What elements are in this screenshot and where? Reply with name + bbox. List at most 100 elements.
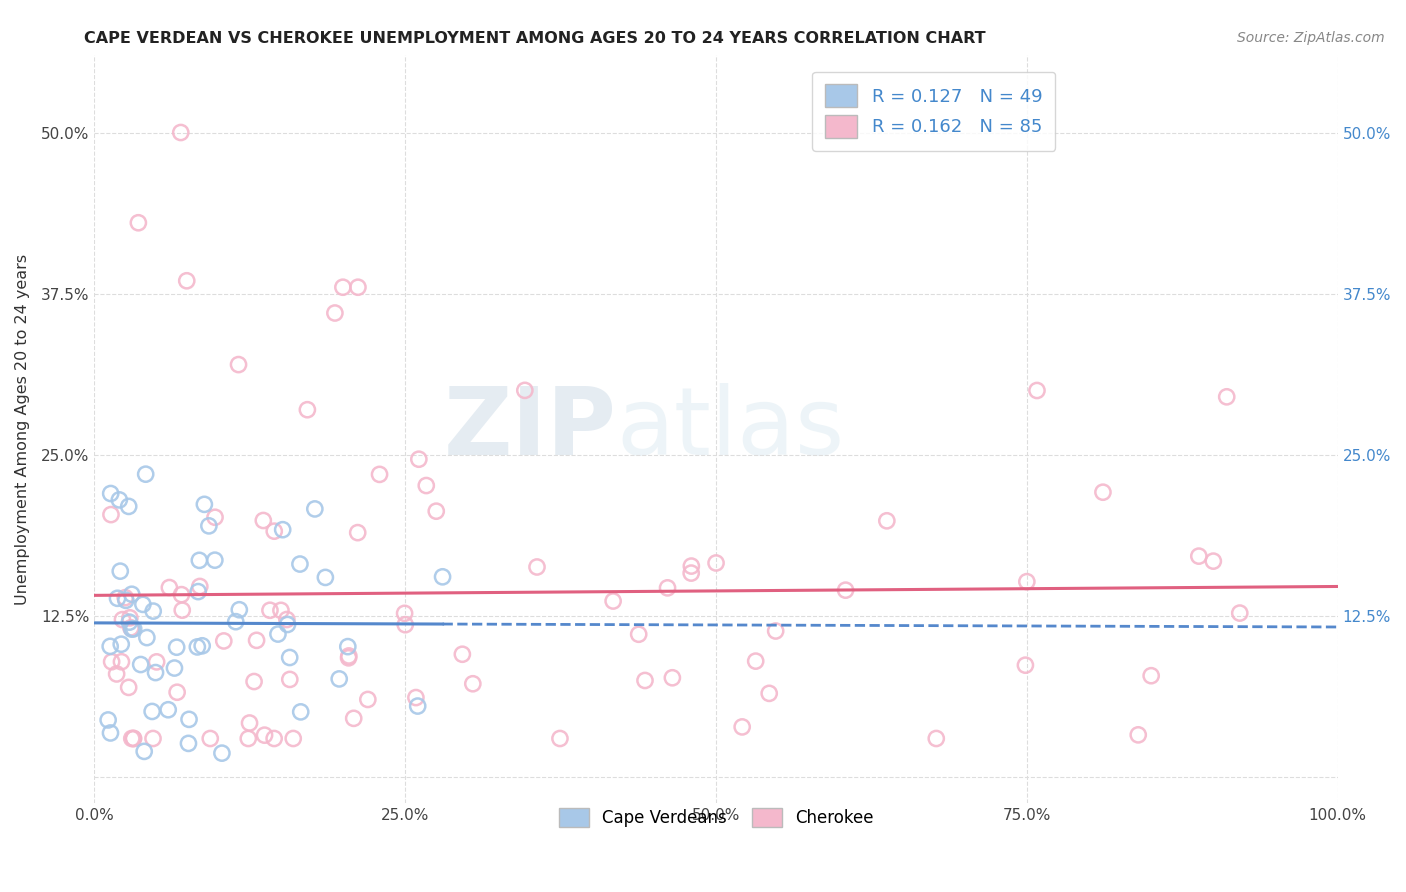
Point — [121, 622, 143, 636]
Point — [1188, 549, 1211, 563]
Point — [238, 716, 260, 731]
Point — [432, 570, 454, 584]
Point — [278, 650, 301, 665]
Point — [127, 216, 149, 230]
Text: Source: ZipAtlas.com: Source: ZipAtlas.com — [1237, 31, 1385, 45]
Point — [368, 467, 391, 482]
Point — [145, 665, 167, 680]
Point — [166, 640, 188, 655]
Point — [110, 564, 132, 578]
Point — [191, 639, 214, 653]
Point — [176, 274, 198, 288]
Point — [166, 685, 188, 699]
Point — [925, 731, 948, 746]
Point — [288, 557, 311, 571]
Point — [107, 591, 129, 606]
Point — [188, 579, 211, 593]
Point — [276, 613, 298, 627]
Point — [406, 699, 429, 714]
Point — [172, 603, 194, 617]
Point — [283, 731, 305, 746]
Point — [758, 686, 780, 700]
Point — [100, 655, 122, 669]
Point — [314, 570, 336, 584]
Point — [122, 731, 145, 746]
Point — [405, 690, 427, 705]
Point — [212, 634, 235, 648]
Point — [121, 731, 143, 746]
Point — [253, 728, 276, 742]
Point — [263, 524, 285, 538]
Legend: Cape Verdeans, Cherokee: Cape Verdeans, Cherokee — [550, 800, 882, 836]
Point — [1091, 485, 1114, 500]
Point — [394, 617, 416, 632]
Point — [177, 736, 200, 750]
Point — [135, 631, 157, 645]
Point — [337, 650, 360, 665]
Point — [129, 657, 152, 672]
Point — [270, 603, 292, 617]
Text: ZIP: ZIP — [444, 383, 617, 475]
Point — [548, 731, 571, 746]
Point — [115, 593, 138, 607]
Point — [259, 603, 281, 617]
Point — [634, 673, 657, 688]
Point — [198, 519, 221, 533]
Point — [278, 673, 301, 687]
Point — [111, 613, 134, 627]
Point — [100, 486, 122, 500]
Point — [238, 731, 260, 746]
Point — [110, 637, 132, 651]
Point — [121, 587, 143, 601]
Point — [267, 627, 290, 641]
Point — [297, 402, 319, 417]
Point — [211, 746, 233, 760]
Point — [243, 674, 266, 689]
Point — [252, 514, 274, 528]
Point — [337, 648, 360, 663]
Point — [118, 615, 141, 629]
Point — [425, 504, 447, 518]
Point — [186, 640, 208, 654]
Point — [627, 627, 650, 641]
Point — [170, 588, 193, 602]
Point — [163, 661, 186, 675]
Point — [271, 523, 294, 537]
Point — [105, 667, 128, 681]
Point — [347, 280, 370, 294]
Point — [188, 553, 211, 567]
Point — [145, 655, 167, 669]
Text: atlas: atlas — [617, 383, 845, 475]
Point — [157, 581, 180, 595]
Point — [245, 633, 267, 648]
Point — [661, 671, 683, 685]
Point — [704, 556, 727, 570]
Point — [134, 744, 156, 758]
Point — [177, 712, 200, 726]
Point — [332, 280, 354, 294]
Point — [876, 514, 898, 528]
Point — [328, 672, 350, 686]
Point — [100, 726, 122, 740]
Point — [1026, 384, 1049, 398]
Point — [142, 604, 165, 618]
Point — [526, 560, 548, 574]
Point — [204, 510, 226, 524]
Point — [731, 720, 754, 734]
Point — [98, 640, 121, 654]
Point — [1229, 606, 1251, 620]
Point — [200, 731, 222, 746]
Point — [1128, 728, 1150, 742]
Point — [135, 467, 157, 482]
Point — [142, 731, 165, 746]
Point — [118, 500, 141, 514]
Point — [304, 502, 326, 516]
Point — [204, 553, 226, 567]
Point — [110, 655, 132, 669]
Point — [122, 622, 145, 636]
Text: CAPE VERDEAN VS CHEROKEE UNEMPLOYMENT AMONG AGES 20 TO 24 YEARS CORRELATION CHAR: CAPE VERDEAN VS CHEROKEE UNEMPLOYMENT AM… — [84, 31, 986, 46]
Point — [277, 617, 299, 632]
Point — [357, 692, 380, 706]
Point — [744, 654, 766, 668]
Point — [132, 598, 155, 612]
